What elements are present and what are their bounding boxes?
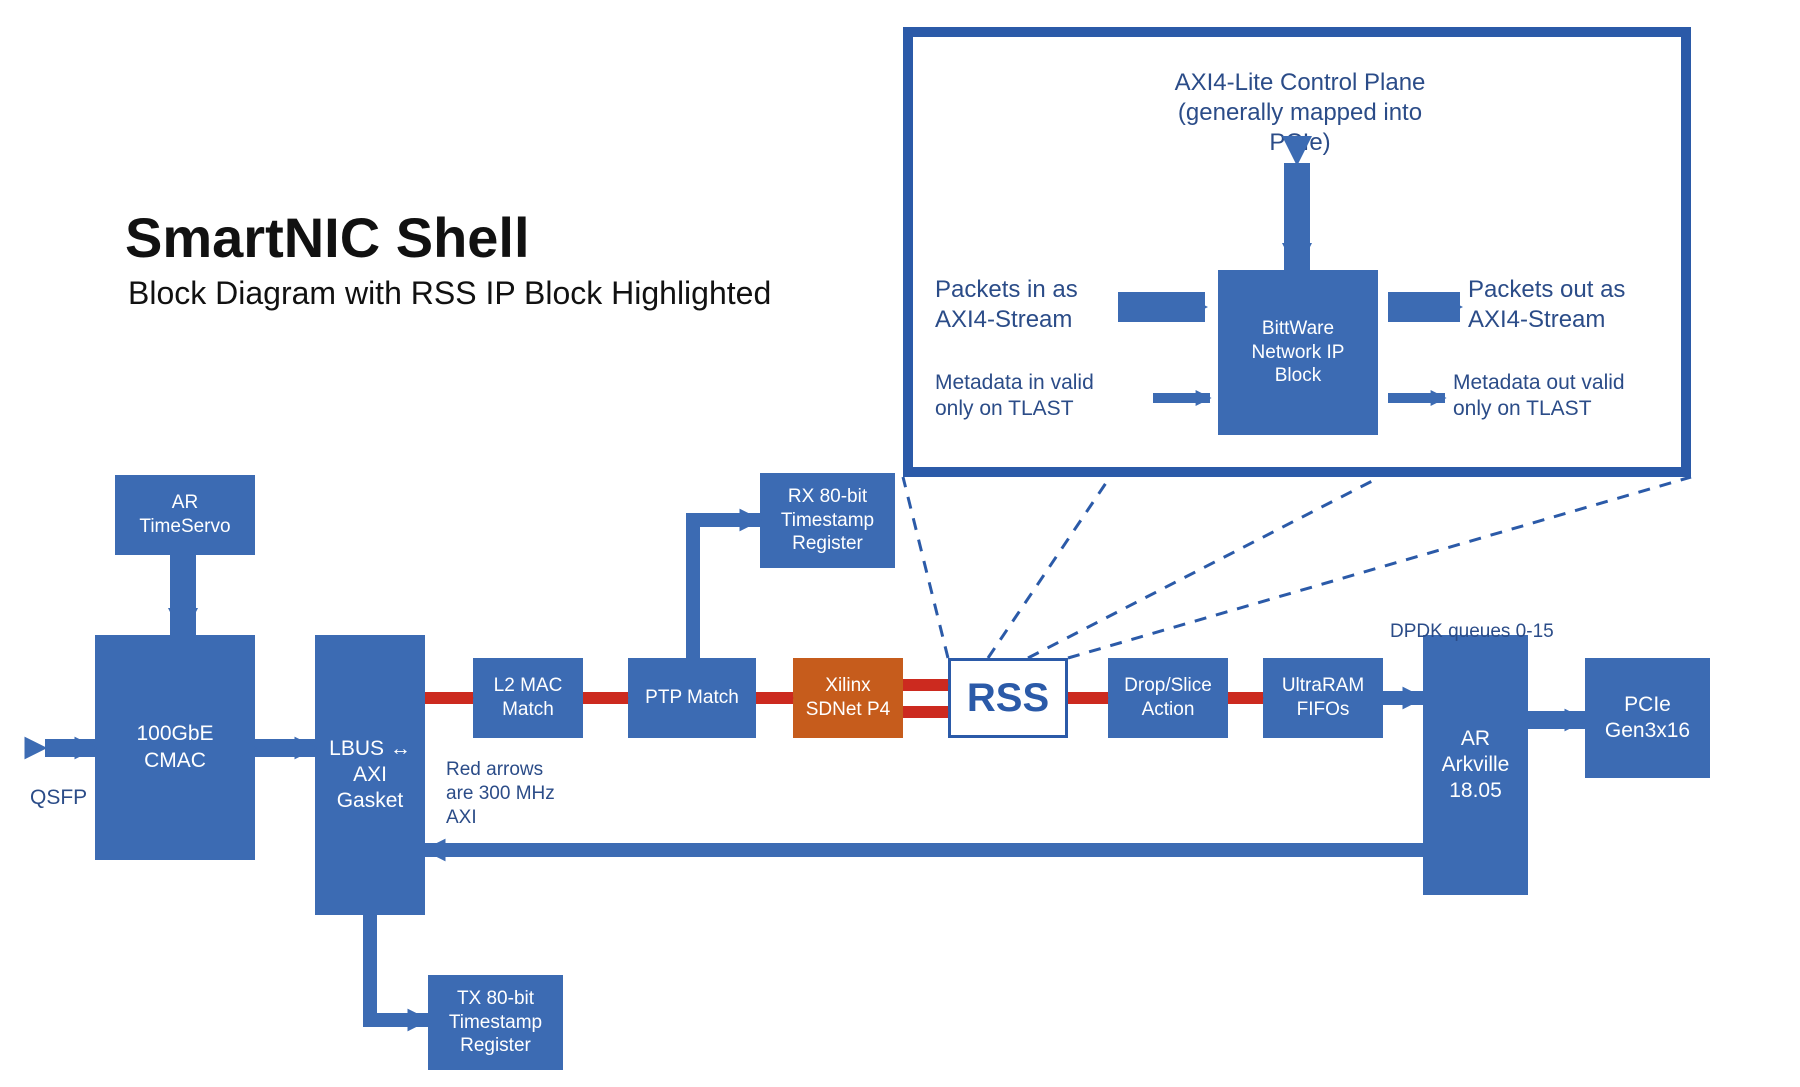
- block-gasket: LBUS ↔AXIGasket: [315, 635, 425, 915]
- block-label: 100GbECMAC: [136, 721, 213, 774]
- label-inset-packets-in: Packets in asAXI4-Stream: [935, 275, 1078, 335]
- block-inset-ip: BittWareNetwork IPBlock: [1218, 270, 1378, 435]
- label-inset-metadata-out: Metadata out validonly on TLAST: [1453, 370, 1625, 423]
- block-label: ARArkville18.05: [1442, 726, 1510, 805]
- block-label: RSS: [967, 673, 1049, 723]
- title-main: SmartNIC Shell: [125, 205, 530, 270]
- block-label: TX 80-bitTimestampRegister: [449, 987, 542, 1058]
- label-inset-axi4: AXI4-Lite Control Plane(generally mapped…: [1145, 68, 1455, 158]
- block-rx-timestamp: RX 80-bitTimestampRegister: [760, 473, 895, 568]
- block-dropslice: Drop/SliceAction: [1108, 658, 1228, 738]
- block-sdnet: XilinxSDNet P4: [793, 658, 903, 738]
- block-l2mac: L2 MACMatch: [473, 658, 583, 738]
- title-sub: Block Diagram with RSS IP Block Highligh…: [128, 275, 771, 312]
- block-ptp: PTP Match: [628, 658, 756, 738]
- block-label: ARTimeServo: [139, 491, 230, 539]
- block-label: LBUS ↔AXIGasket: [329, 736, 411, 815]
- block-pcie: PCIeGen3x16: [1585, 658, 1710, 778]
- block-rss: RSS: [948, 658, 1068, 738]
- label-red-note: Red arrowsare 300 MHzAXI: [446, 758, 555, 829]
- label-inset-metadata-in: Metadata in validonly on TLAST: [935, 370, 1094, 423]
- label-qsfp: QSFP: [30, 785, 87, 811]
- block-arkville: ARArkville18.05: [1423, 635, 1528, 895]
- block-label: UltraRAMFIFOs: [1282, 674, 1364, 722]
- block-label: RX 80-bitTimestampRegister: [781, 485, 874, 556]
- block-label: Drop/SliceAction: [1124, 674, 1212, 722]
- block-label: XilinxSDNet P4: [806, 674, 890, 722]
- label-inset-packets-out: Packets out asAXI4-Stream: [1468, 275, 1625, 335]
- block-label: PTP Match: [645, 686, 739, 710]
- block-ultraram: UltraRAMFIFOs: [1263, 658, 1383, 738]
- label-dpdk: DPDK queues 0-15: [1390, 620, 1554, 644]
- block-label: BittWareNetwork IPBlock: [1252, 317, 1345, 388]
- block-label: PCIeGen3x16: [1605, 692, 1690, 745]
- block-cmac: 100GbECMAC: [95, 635, 255, 860]
- block-label: L2 MACMatch: [494, 674, 563, 722]
- block-tx-timestamp: TX 80-bitTimestampRegister: [428, 975, 563, 1070]
- block-timeservo: ARTimeServo: [115, 475, 255, 555]
